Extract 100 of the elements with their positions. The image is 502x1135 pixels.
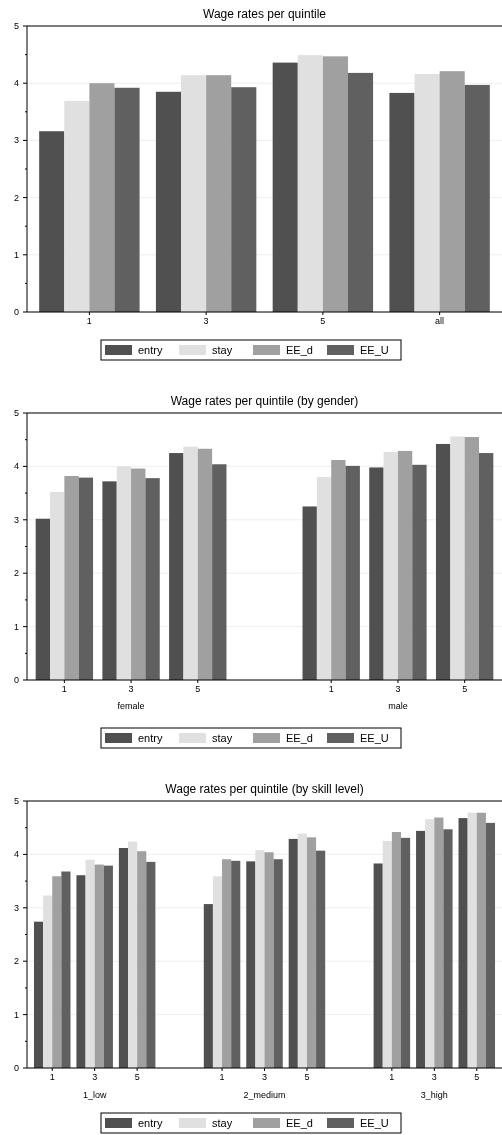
bar [443,829,453,1068]
x-tick-label: 3 [395,684,401,694]
bar [464,84,490,312]
y-tick-label: 2 [13,192,19,203]
bar [103,865,113,1068]
x-tick-label: 1 [49,1072,55,1082]
legend-label: entry [138,732,163,744]
bar [181,75,207,312]
bar [302,506,317,680]
bar [383,451,398,680]
y-tick-label: 0 [13,1063,19,1073]
bar [412,464,427,680]
bar [389,92,415,312]
bar [273,859,283,1068]
bar [467,812,477,1068]
y-tick-label: 3 [13,902,19,913]
x-tick-label: 3 [261,1072,268,1082]
x-tick-label: 5 [195,684,201,694]
x-tick-label: 3 [431,1072,437,1082]
bar [89,83,115,312]
legend-label: EE_U [360,344,389,356]
y-tick-label: 3 [13,135,19,146]
x-tick-label: 3 [128,684,134,694]
legend-label: EE_d [286,344,313,356]
bar [272,62,298,312]
bar [212,464,227,680]
legend-label: EE_U [360,732,389,744]
bar [414,74,440,312]
y-tick-label: 3 [13,514,19,525]
bar [434,817,444,1068]
bar [76,875,86,1068]
y-tick-label: 2 [13,568,19,579]
bar [137,851,147,1068]
bar [464,437,479,680]
x-tick-label: 1 [328,684,334,694]
bar [231,87,257,312]
y-tick-label: 1 [13,1009,19,1020]
bar [43,895,53,1068]
bar [264,852,274,1068]
x-tick-label: 3 [92,1072,98,1082]
text: 3_high [420,1090,448,1100]
y-tick-label: 4 [13,849,19,860]
x-tick-label: 5 [134,1072,140,1082]
bar [391,831,401,1068]
bar [288,838,298,1068]
bar [39,131,65,312]
bar [52,876,62,1068]
bar [382,841,392,1068]
x-tick-label: all [435,316,445,326]
bar [197,448,213,680]
chart-title: Wage rates per quintile (by skill level) [165,782,364,796]
y-tick-label: 1 [13,621,19,632]
chart-title: Wage rates per quintile (by gender) [170,394,359,408]
bar [478,453,494,680]
bar [347,72,374,312]
bar [369,467,384,680]
bar [322,56,348,312]
bar [316,477,332,680]
legend-label: EE_d [286,1117,313,1129]
bar [131,468,146,680]
bar [316,850,326,1068]
y-tick-label: 5 [13,408,19,418]
bar [61,871,71,1068]
text: male [388,701,408,711]
x-tick-label: 1 [389,1072,395,1082]
x-tick-label: 5 [474,1072,480,1082]
y-tick-label: 4 [13,461,19,472]
bar [458,818,468,1068]
text: female [117,701,145,711]
text: 1_low [82,1090,107,1100]
legend-label: stay [212,1117,233,1129]
x-tick-label: 5 [304,1072,310,1082]
x-tick-label: 5 [320,316,326,326]
y-tick-label: 2 [13,956,19,967]
bar [416,830,426,1068]
bar [146,861,156,1068]
legend-label: entry [138,1117,163,1129]
bar [246,861,256,1068]
x-tick-label: 3 [203,316,209,326]
bar [450,436,465,680]
legend-label: stay [212,732,233,744]
y-tick-label: 1 [13,249,19,260]
x-tick-label: 5 [462,684,468,694]
bar [64,476,79,680]
bar [400,837,411,1068]
text: 2_medium [243,1090,286,1100]
bar [102,481,117,680]
bar [297,833,307,1068]
bar [116,466,132,680]
bar [222,859,232,1068]
bar [331,459,346,680]
bar [155,91,182,312]
bar [212,876,223,1068]
bar [485,822,496,1068]
y-tick-label: 0 [13,675,19,685]
bar [85,859,95,1068]
bar [35,518,51,680]
x-tick-label: 1 [219,1072,225,1082]
x-tick-label: 1 [86,316,92,326]
bar [306,837,317,1068]
